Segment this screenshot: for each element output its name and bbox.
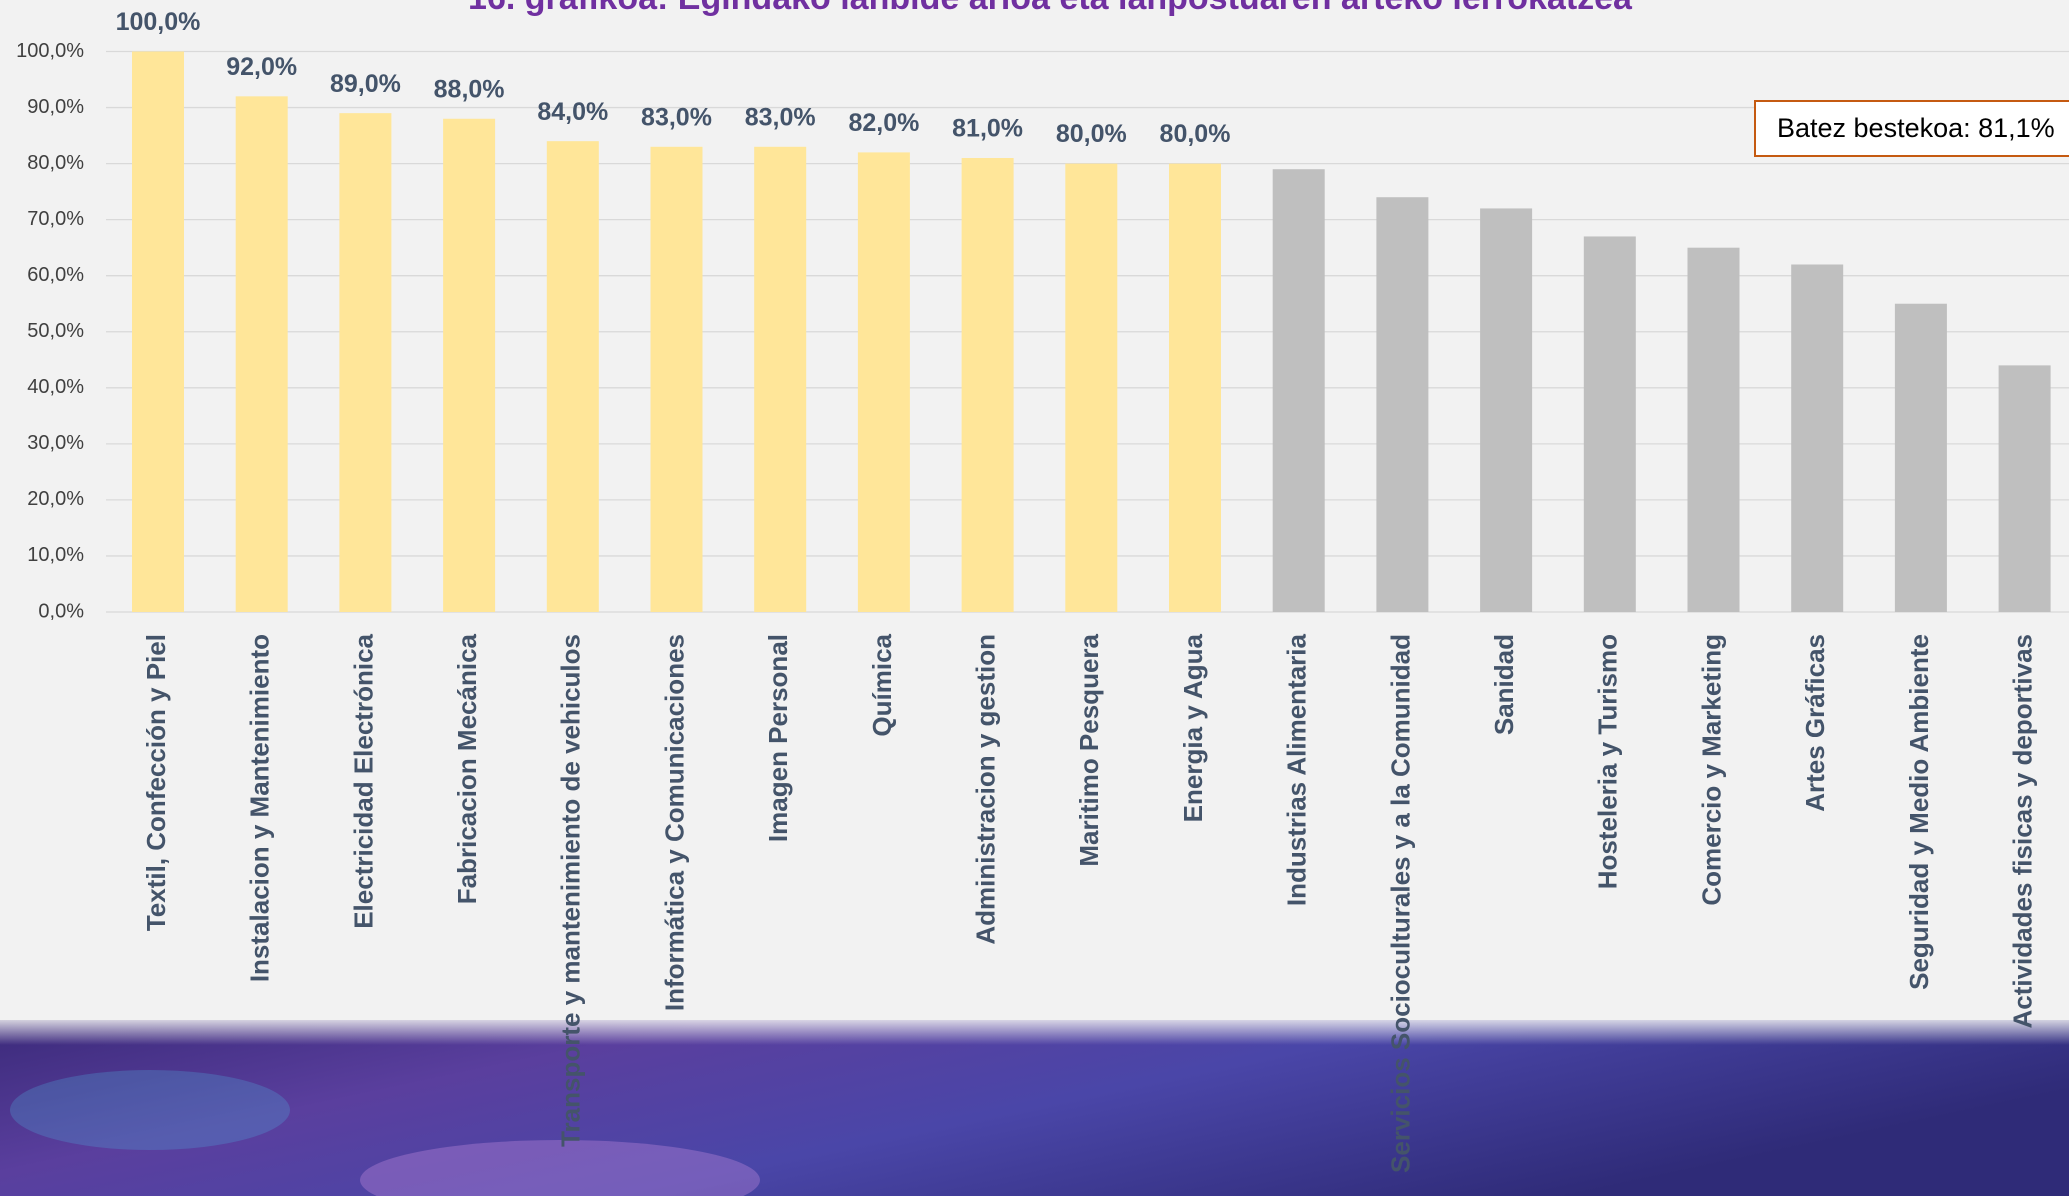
y-tick-label: 20,0%: [27, 488, 84, 510]
bar: [1272, 169, 1325, 612]
background-glow: [360, 1140, 760, 1196]
x-tick-label: Informática y Comunicaciones: [659, 634, 689, 1011]
bar: [1065, 163, 1118, 612]
bar: [857, 152, 910, 612]
bar: [1480, 208, 1533, 612]
bar: [1894, 303, 1947, 612]
value-label: 84,0%: [537, 98, 608, 126]
bar: [1583, 236, 1636, 612]
bar: [546, 141, 599, 612]
x-tick-label: Química: [867, 633, 897, 736]
x-tick-label: Fabricacion Mecánica: [452, 633, 482, 904]
y-tick-label: 60,0%: [27, 264, 84, 286]
x-tick-label: Maritimo Pesquera: [1074, 633, 1104, 866]
x-tick-label: Servicios Socioculturales y a la Comunid…: [1385, 634, 1415, 1173]
bar: [1376, 197, 1429, 613]
y-tick-label: 30,0%: [27, 432, 84, 454]
x-tick-label: Sanidad: [1489, 634, 1519, 735]
annotation-box: [1754, 100, 2069, 157]
x-tick-label: Energia y Agua: [1178, 633, 1208, 822]
chart-title: 16. grafikoa: Egindako lanbide arloa eta…: [468, 0, 1633, 17]
bar: [1998, 365, 2051, 612]
value-label: 88,0%: [434, 75, 505, 103]
value-label: 92,0%: [226, 53, 297, 81]
value-label: 89,0%: [330, 70, 401, 98]
background-fade: [0, 1015, 2069, 1045]
y-tick-label: 0,0%: [38, 600, 84, 622]
value-label: 80,0%: [1160, 120, 1231, 148]
x-tick-label: Administracion y gestion: [970, 634, 1000, 945]
y-tick-label: 80,0%: [27, 152, 84, 174]
x-tick-label: Seguridad y Medio Ambiente: [1904, 634, 1934, 990]
value-label: 83,0%: [745, 103, 816, 131]
value-label: 82,0%: [848, 109, 919, 137]
y-tick-label: 100,0%: [16, 40, 84, 62]
value-label: 100,0%: [116, 8, 201, 36]
x-tick-label: Transporte y mantenimiento de vehiculos: [556, 634, 586, 1147]
x-tick-label: Comercio y Marketing: [1696, 634, 1726, 906]
value-label: 81,0%: [952, 115, 1023, 143]
background-glow: [10, 1070, 290, 1150]
x-tick-label: Artes Gráficas: [1800, 634, 1830, 812]
y-tick-label: 70,0%: [27, 208, 84, 230]
x-tick-label: Industrias Alimentaria: [1282, 633, 1312, 906]
value-label: 83,0%: [641, 103, 712, 131]
y-tick-label: 50,0%: [27, 320, 84, 342]
bar: [1169, 163, 1221, 612]
background-image: [0, 1020, 2069, 1196]
x-tick-label: Electricidad Electrónica: [348, 633, 378, 928]
y-tick-label: 90,0%: [27, 96, 84, 118]
bar: [754, 146, 807, 612]
bar: [650, 146, 703, 612]
bar: [339, 113, 392, 612]
y-tick-label: 40,0%: [27, 376, 84, 398]
x-tick-label: Instalacion y Mantenimiento: [245, 634, 275, 982]
x-tick-label: Actividades fisicas y deportivas: [2007, 634, 2037, 1029]
bar: [961, 157, 1014, 612]
bar: [443, 118, 496, 612]
annotation: Batez bestekoa: 81,1%: [1777, 113, 2055, 143]
x-tick-label: Textil, Confección y Piel: [141, 634, 171, 931]
bar: [132, 51, 184, 612]
value-label: 80,0%: [1056, 120, 1127, 148]
x-tick-label: Imagen Personal: [763, 634, 793, 842]
bar: [1791, 264, 1844, 612]
x-tick-label: Hosteleria y Turismo: [1593, 634, 1623, 889]
y-tick-label: 10,0%: [27, 544, 84, 566]
bar: [1687, 247, 1740, 613]
bar: [235, 96, 288, 613]
